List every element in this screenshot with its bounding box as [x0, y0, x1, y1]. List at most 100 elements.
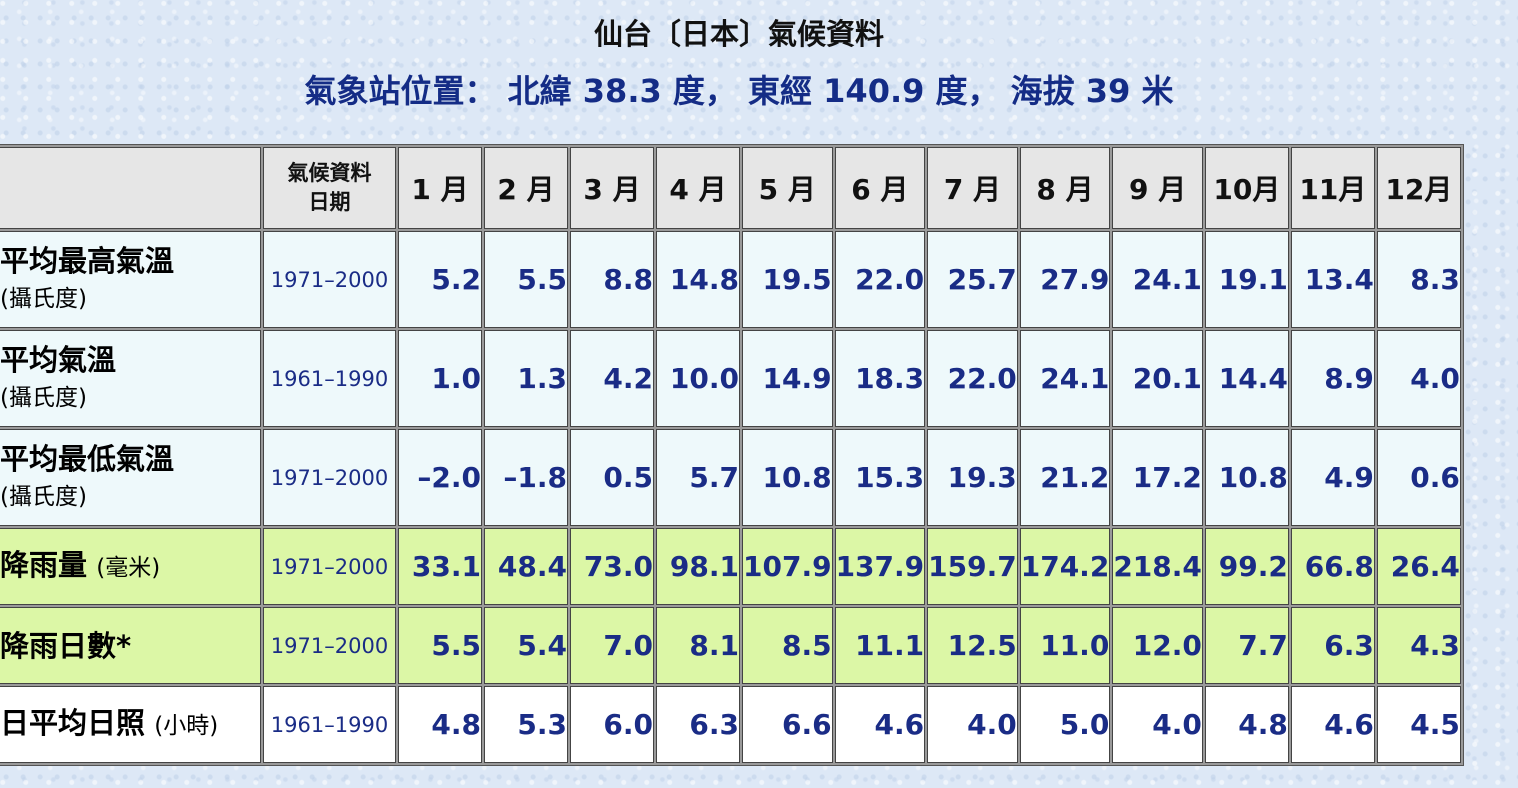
value-cell: 48.4: [484, 528, 568, 605]
row-label: 平均最低氣溫 (攝氏度): [0, 429, 261, 526]
value-cell: 5.5: [398, 607, 482, 684]
value-cell: 10.8: [1204, 429, 1289, 526]
value-cell: 33.1: [398, 528, 482, 605]
period-header: 氣候資料 日期: [263, 147, 396, 229]
value-cell: 8.1: [656, 607, 740, 684]
value-cell: 73.0: [570, 528, 654, 605]
value-cell: 5.4: [484, 607, 568, 684]
period-cell: 1971–2000: [263, 528, 396, 605]
value-cell: 4.6: [834, 686, 926, 763]
value-cell: 159.7: [927, 528, 1018, 605]
header-row: 氣候資料 日期 1 月 2 月 3 月 4 月 5 月 6 月 7 月 8 月 …: [0, 147, 1461, 229]
value-cell: 5.2: [398, 231, 482, 328]
value-cell: 8.9: [1290, 330, 1375, 427]
value-cell: 18.3: [834, 330, 926, 427]
row-sunshine: 日平均日照 (小時) 1961–1990 4.8 5.3 6.0 6.3 6.6…: [0, 686, 1461, 763]
value-cell: 0.6: [1376, 429, 1461, 526]
value-cell: 7.0: [570, 607, 654, 684]
month-header: 11月: [1290, 147, 1375, 229]
month-header: 10月: [1204, 147, 1289, 229]
value-cell: 21.2: [1019, 429, 1111, 526]
value-cell: 19.5: [742, 231, 833, 328]
value-cell: 20.1: [1112, 330, 1203, 427]
value-cell: 27.9: [1019, 231, 1111, 328]
period-cell: 1971–2000: [263, 231, 396, 328]
value-cell: 174.2: [1019, 528, 1111, 605]
value-cell: 5.5: [484, 231, 568, 328]
month-header: 12月: [1376, 147, 1461, 229]
value-cell: 4.6: [1290, 686, 1375, 763]
row-rain-days: 降雨日數* 1971–2000 5.5 5.4 7.0 8.1 8.5 11.1…: [0, 607, 1461, 684]
value-cell: 17.2: [1112, 429, 1203, 526]
value-cell: 11.0: [1019, 607, 1111, 684]
value-cell: 66.8: [1290, 528, 1375, 605]
value-cell: 4.2: [570, 330, 654, 427]
row-label-main: 平均最低氣溫: [0, 441, 175, 476]
value-cell: 7.7: [1204, 607, 1289, 684]
row-label-unit: (攝氏度): [0, 483, 87, 510]
month-header: 2 月: [484, 147, 568, 229]
value-cell: 5.0: [1019, 686, 1111, 763]
month-header: 9 月: [1112, 147, 1203, 229]
value-cell: 4.5: [1376, 686, 1461, 763]
value-cell: 25.7: [927, 231, 1018, 328]
row-avg-low-temp: 平均最低氣溫 (攝氏度) 1971–2000 –2.0 –1.8 0.5 5.7…: [0, 429, 1461, 526]
row-label-unit: (攝氏度): [0, 384, 87, 411]
row-label-main: 平均最高氣溫: [0, 243, 175, 278]
value-cell: 4.8: [1204, 686, 1289, 763]
period-header-line: 日期: [308, 190, 351, 214]
row-rainfall: 降雨量 (毫米) 1971–2000 33.1 48.4 73.0 98.1 1…: [0, 528, 1461, 605]
value-cell: 6.0: [570, 686, 654, 763]
value-cell: 98.1: [656, 528, 740, 605]
row-label: 平均氣溫 (攝氏度): [0, 330, 261, 427]
row-label-main: 降雨量: [0, 548, 88, 582]
period-cell: 1971–2000: [263, 607, 396, 684]
row-label-main: 平均氣溫: [0, 342, 117, 377]
value-cell: 22.0: [834, 231, 926, 328]
value-cell: 5.7: [656, 429, 740, 526]
value-cell: 4.8: [398, 686, 482, 763]
value-cell: 218.4: [1112, 528, 1203, 605]
value-cell: 10.0: [656, 330, 740, 427]
value-cell: 6.6: [742, 686, 833, 763]
value-cell: 8.8: [570, 231, 654, 328]
row-label: 平均最高氣溫 (攝氏度): [0, 231, 261, 328]
value-cell: 6.3: [656, 686, 740, 763]
month-header: 8 月: [1019, 147, 1111, 229]
value-cell: 4.9: [1290, 429, 1375, 526]
row-label: 降雨日數*: [0, 607, 261, 684]
value-cell: 24.1: [1112, 231, 1203, 328]
value-cell: 24.1: [1019, 330, 1111, 427]
value-cell: 107.9: [742, 528, 833, 605]
value-cell: 1.0: [398, 330, 482, 427]
value-cell: 11.1: [834, 607, 926, 684]
row-label-unit: (毫米): [96, 555, 161, 581]
station-location: 氣象站位置： 北緯 38.3 度， 東經 140.9 度， 海拔 39 米: [304, 72, 1174, 110]
value-cell: –2.0: [398, 429, 482, 526]
value-cell: 6.3: [1290, 607, 1375, 684]
month-header: 4 月: [656, 147, 740, 229]
row-label-unit: (攝氏度): [0, 285, 87, 312]
row-label-main: 日平均日照: [0, 706, 146, 740]
value-cell: 14.8: [656, 231, 740, 328]
value-cell: 14.9: [742, 330, 833, 427]
value-cell: 4.0: [1112, 686, 1203, 763]
month-header: 3 月: [570, 147, 654, 229]
value-cell: 15.3: [834, 429, 926, 526]
period-cell: 1961–1990: [263, 330, 396, 427]
value-cell: 1.3: [484, 330, 568, 427]
month-header: 1 月: [398, 147, 482, 229]
value-cell: 13.4: [1290, 231, 1375, 328]
value-cell: 5.3: [484, 686, 568, 763]
value-cell: 137.9: [834, 528, 926, 605]
value-cell: 4.0: [1376, 330, 1461, 427]
row-label: 降雨量 (毫米): [0, 528, 261, 605]
value-cell: 0.5: [570, 429, 654, 526]
value-cell: 12.5: [927, 607, 1018, 684]
period-cell: 1961–1990: [263, 686, 396, 763]
page-title: 仙台〔日本〕氣候資料: [593, 17, 884, 51]
value-cell: 4.0: [927, 686, 1018, 763]
row-label: 日平均日照 (小時): [0, 686, 261, 763]
value-cell: 99.2: [1204, 528, 1289, 605]
value-cell: 22.0: [927, 330, 1018, 427]
